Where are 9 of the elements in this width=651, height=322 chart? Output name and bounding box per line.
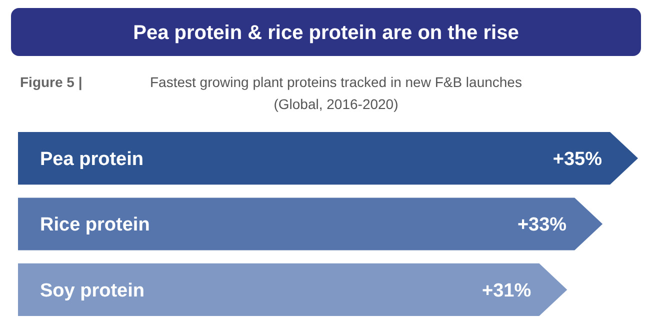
data-label: +33%	[517, 214, 567, 236]
data-label: +31%	[482, 280, 532, 302]
y-tick-label: Pea protein	[40, 148, 144, 170]
y-tick-label: Soy protein	[40, 280, 145, 302]
caption: Figure 5 |	[20, 74, 82, 91]
chart-title: Pea protein & rice protein are on the rise	[133, 22, 519, 44]
y-tick-label: Rice protein	[40, 214, 150, 236]
data-label: +35%	[552, 148, 602, 170]
chart-subtitle: Fastest growing plant proteins tracked in new F&B launches (Global, 2016-2020)	[150, 74, 522, 112]
